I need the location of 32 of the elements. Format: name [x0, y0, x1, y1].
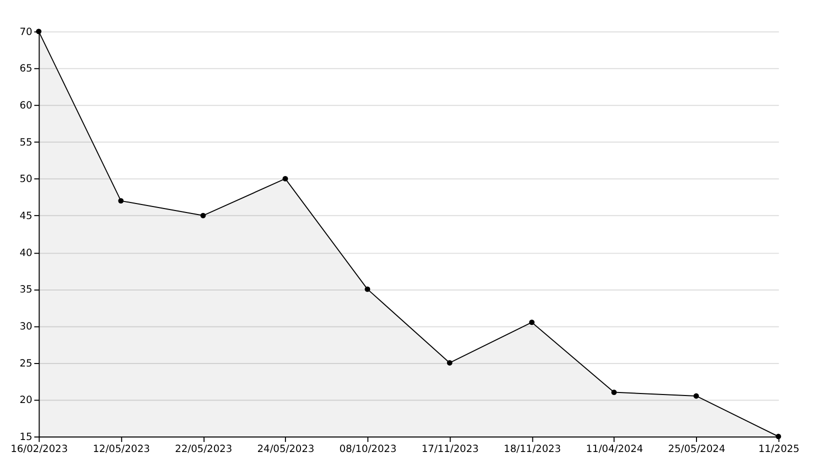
point	[282, 176, 288, 182]
x-tick-label: 12/05/2023	[92, 444, 150, 455]
point	[118, 198, 124, 204]
y-tick-label: 30	[20, 321, 32, 332]
point	[611, 390, 617, 396]
x-tick-label: 11/04/2024	[586, 444, 644, 455]
point	[200, 212, 206, 218]
point	[693, 393, 699, 399]
y-tick-label: 40	[20, 248, 32, 259]
x-tick-label: 25/05/2024	[668, 444, 726, 455]
point	[776, 434, 782, 440]
point	[529, 320, 535, 326]
point	[36, 28, 42, 34]
point	[364, 286, 370, 292]
x-tick-label: 24/05/2023	[257, 444, 314, 455]
y-tick-label: 55	[20, 137, 32, 148]
y-tick-label: 70	[20, 26, 32, 38]
y-tick-label: 20	[20, 395, 32, 406]
point	[446, 360, 452, 366]
x-tick-label: 08/10/2023	[339, 444, 397, 455]
y-tick-label: 65	[20, 64, 32, 75]
y-tick-label: 60	[20, 100, 32, 112]
x-tick-label: 22/05/2023	[175, 444, 232, 455]
x-tick-label: 16/02/2023	[10, 444, 68, 455]
y-tick-label: 15	[20, 432, 32, 443]
x-tick-label: 17/11/2023	[422, 444, 479, 455]
x-tick-label: 18/11/2023	[504, 444, 561, 455]
y-tick-label: 35	[20, 284, 32, 296]
y-tick-label: 25	[20, 358, 32, 370]
y-tick-label: 50	[20, 174, 32, 186]
y-tick-label: 45	[20, 211, 32, 222]
x-tick-label: 11/2025	[758, 444, 800, 455]
